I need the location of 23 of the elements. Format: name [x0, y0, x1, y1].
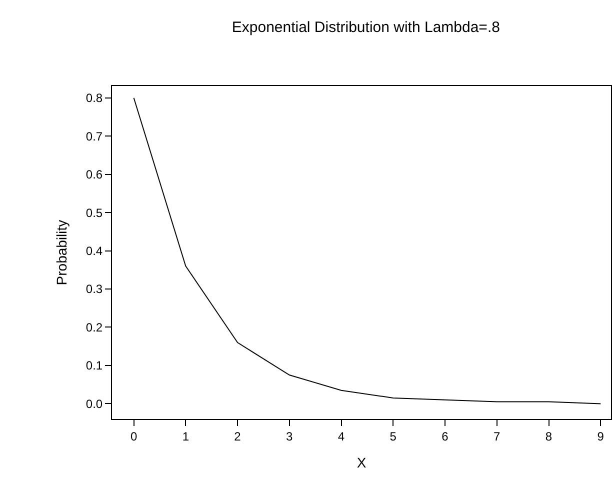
x-tick-label: 5: [390, 429, 397, 444]
y-tick-label: 0.5: [86, 206, 103, 220]
y-tick-label: 0.7: [86, 129, 103, 144]
y-tick-label: 0.0: [86, 396, 103, 411]
x-tick-label: 8: [545, 429, 552, 444]
line-series: [133, 97, 602, 404]
y-tick-label: 0.4: [86, 244, 103, 258]
x-tick-label: 4: [338, 429, 345, 444]
y-tick-label: 0.2: [86, 320, 103, 334]
chart-title: Exponential Distribution with Lambda=.8: [232, 19, 500, 36]
x-tick-label: 6: [442, 429, 449, 444]
x-tick-label: 9: [597, 429, 604, 444]
x-tick-label: 0: [130, 429, 138, 444]
y-tick-label: 0.3: [86, 282, 103, 296]
x-tick-label: 3: [286, 429, 294, 444]
y-tick-label: 0.8: [86, 91, 103, 106]
x-tick-label: 1: [182, 429, 190, 444]
x-axis-title: X: [356, 454, 367, 471]
y-tick-label: 0.1: [86, 358, 103, 373]
x-tick-label: 7: [494, 429, 501, 444]
y-tick-label: 0.6: [86, 168, 103, 182]
y-axis-title: Probability: [54, 220, 70, 286]
x-tick-label: 2: [234, 429, 242, 444]
